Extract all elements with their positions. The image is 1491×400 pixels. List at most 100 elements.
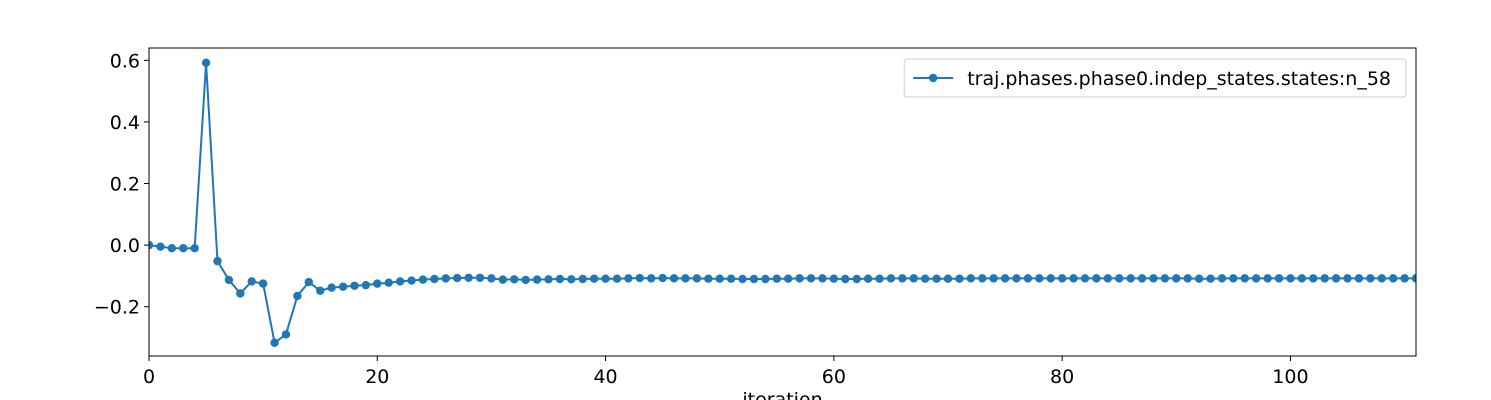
- data-point: [1251, 274, 1261, 283]
- data-point: [1309, 274, 1318, 283]
- data-point: [852, 274, 861, 284]
- data-point: [1400, 274, 1409, 283]
- data-point: [749, 274, 759, 284]
- data-point: [1343, 274, 1352, 283]
- plot-area: [149, 58, 1416, 347]
- data-point: [555, 274, 565, 284]
- data-point: [373, 279, 382, 288]
- data-point: [692, 274, 702, 283]
- data-point: [1092, 274, 1101, 283]
- data-point: [955, 274, 964, 283]
- data-point: [270, 338, 279, 347]
- data-point: [1217, 274, 1227, 283]
- data-point: [841, 274, 850, 284]
- x-tick-label: 100: [1272, 366, 1308, 388]
- data-point: [1411, 274, 1416, 283]
- data-point: [1206, 274, 1215, 283]
- data-point: [1229, 274, 1238, 283]
- data-point: [167, 244, 177, 253]
- data-point: [829, 274, 839, 283]
- data-point: [1115, 274, 1124, 283]
- data-point: [316, 286, 325, 295]
- data-point: [247, 277, 256, 286]
- series-line: [149, 61, 1416, 344]
- data-point: [418, 275, 428, 284]
- x-axis-label: iteration: [742, 389, 822, 400]
- y-tick-label: −0.2: [94, 297, 140, 319]
- data-point: [1240, 274, 1249, 283]
- data-point: [1194, 274, 1204, 283]
- x-tick-label: 80: [1050, 366, 1074, 388]
- data-point: [578, 274, 587, 284]
- data-point: [293, 291, 302, 301]
- data-point: [761, 274, 770, 284]
- data-point: [1263, 274, 1272, 283]
- data-point: [179, 244, 188, 253]
- data-point: [498, 275, 508, 284]
- data-point: [932, 274, 941, 283]
- data-point: [1103, 274, 1113, 283]
- x-tick-label: 60: [822, 366, 846, 388]
- data-point: [1183, 274, 1192, 283]
- data-point: [715, 274, 724, 283]
- data-point: [647, 274, 656, 283]
- data-point: [1354, 274, 1364, 283]
- data-point: [1012, 274, 1021, 283]
- data-point: [1023, 274, 1033, 283]
- data-point: [795, 274, 804, 283]
- data-point: [1286, 274, 1295, 283]
- data-point: [452, 273, 462, 283]
- y-tick-label: 0.0: [110, 235, 140, 257]
- data-point: [1160, 274, 1170, 283]
- data-point: [156, 242, 165, 251]
- data-point: [1035, 274, 1044, 283]
- data-point: [658, 273, 667, 283]
- data-point: [224, 275, 234, 285]
- axis-ticks: 0 20 40 60 80 100 −0.2 0.0 0.2 0.4 0.6: [94, 50, 1309, 388]
- axes-frame: [148, 47, 1417, 357]
- data-point: [978, 274, 987, 283]
- data-point: [475, 273, 485, 282]
- data-point: [327, 283, 336, 292]
- data-point: [989, 274, 998, 283]
- data-point: [190, 244, 199, 253]
- data-point: [635, 273, 645, 283]
- data-point: [589, 274, 599, 283]
- data-point: [487, 274, 496, 283]
- x-tick-label: 40: [593, 366, 617, 388]
- data-point: [1137, 274, 1147, 283]
- data-point: [1388, 274, 1398, 283]
- data-point: [338, 282, 348, 291]
- data-point: [1320, 274, 1329, 283]
- data-point: [1366, 274, 1375, 283]
- y-tick-label: 0.6: [110, 50, 140, 72]
- data-point: [1331, 274, 1341, 283]
- data-point: [281, 330, 291, 339]
- data-point: [669, 274, 679, 283]
- data-point: [1172, 274, 1181, 283]
- legend: traj.phases.phase0.indep_states.states:n…: [903, 58, 1407, 98]
- x-tick-label: 20: [365, 366, 389, 388]
- data-point: [1377, 274, 1386, 283]
- data-point: [1080, 274, 1090, 283]
- data-point: [909, 274, 918, 283]
- legend-marker: [928, 73, 938, 83]
- data-point: [966, 274, 976, 283]
- data-point: [624, 274, 633, 283]
- data-point: [1069, 274, 1078, 283]
- data-point: [464, 273, 473, 282]
- data-point: [532, 275, 542, 284]
- y-tick-label: 0.4: [110, 112, 140, 134]
- x-tick-label: 0: [143, 366, 155, 388]
- legend-box: [903, 58, 1407, 98]
- data-point: [521, 275, 530, 285]
- data-point: [726, 274, 736, 283]
- data-point: [681, 274, 690, 283]
- data-point: [886, 274, 896, 283]
- data-point: [1297, 274, 1307, 283]
- data-point: [601, 274, 610, 283]
- data-point: [772, 274, 781, 283]
- data-point: [898, 274, 907, 283]
- data-point: [567, 275, 576, 284]
- legend-entry-label: traj.phases.phase0.indep_states.states:n…: [967, 68, 1391, 90]
